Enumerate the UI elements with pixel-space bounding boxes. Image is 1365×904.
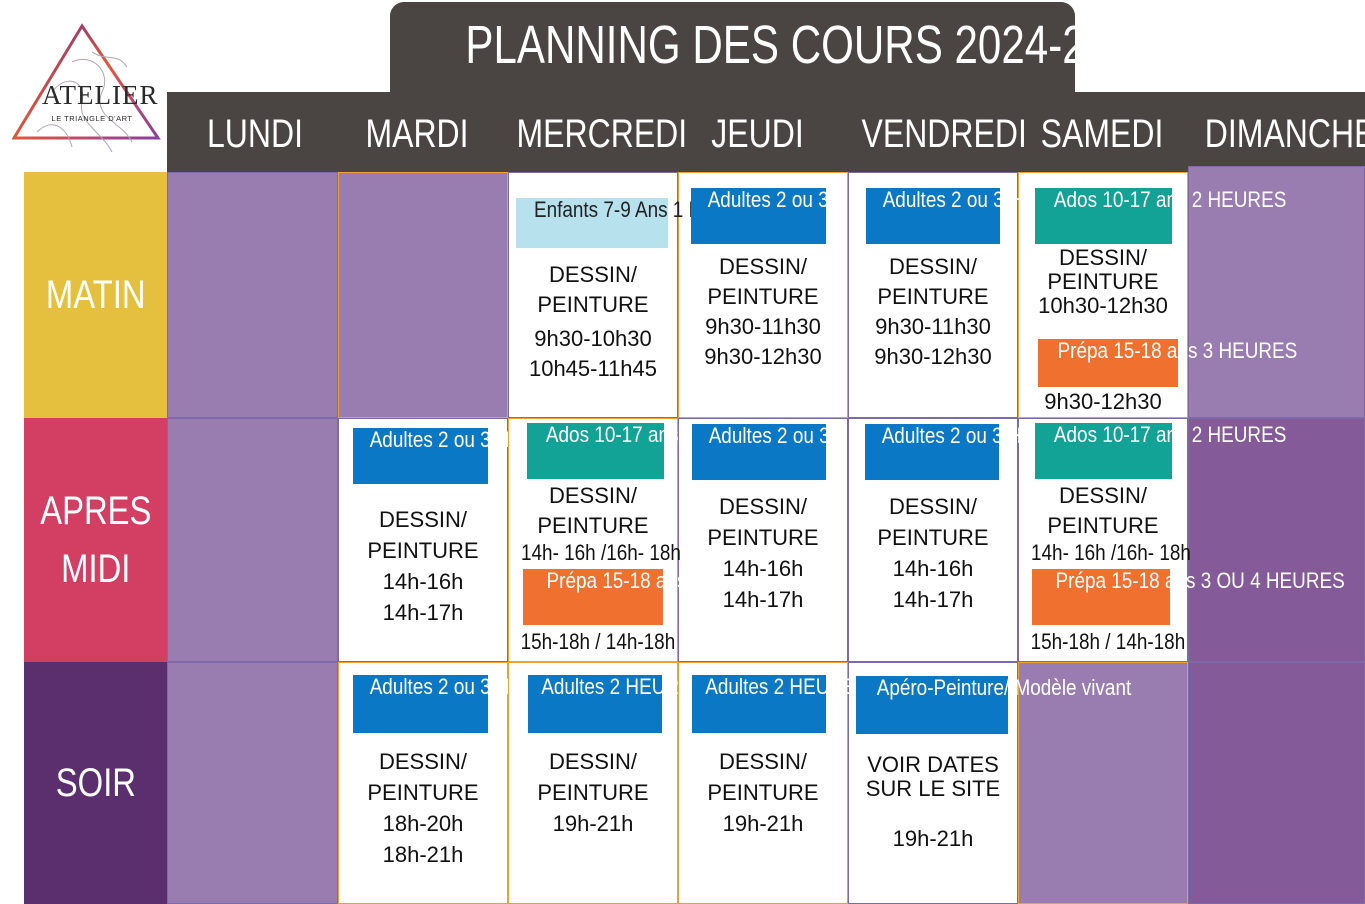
course-details: DESSIN/PEINTURE 14h- 16h /16h- 18h xyxy=(521,483,681,565)
course-details: VOIR DATES SUR LE SITE xyxy=(865,752,1001,801)
day-samedi: SAMEDI xyxy=(1040,112,1164,156)
day-header-bar: LUNDI MARDI MERCREDI JEUDI VENDREDI SAME… xyxy=(167,92,1365,172)
course-details: DESSIN/PEINTURE 14h- 16h /16h- 18h xyxy=(1031,483,1191,565)
course-tag-adultes: Adultes 2 HEURES xyxy=(528,675,704,733)
cell-dimanche-aprem-closed xyxy=(1188,418,1365,662)
course-details: DESSIN/PEINTURE 9h30-11h30 9h30-12h30 xyxy=(704,254,822,369)
day-jeudi: JEUDI xyxy=(711,112,804,156)
cell-dimanche-matin-closed xyxy=(1188,166,1365,418)
day-dimanche: DIMANCHE xyxy=(1204,112,1365,156)
course-tag-adultes: Adultes 2 ou 3 HEURES xyxy=(353,428,575,484)
course-tag-adultes: Adultes 2 HEURES xyxy=(692,675,868,733)
course-tag-prepa: Prépa 15-18 ans 3 OU 4 HEURES xyxy=(1032,569,1345,625)
cell-lundi-matin-closed xyxy=(167,172,338,418)
course-tag-adultes: Adultes 2 ou 3 HEURES xyxy=(353,675,575,733)
cell-lundi-aprem-closed xyxy=(167,418,338,662)
triangle-logo-icon xyxy=(11,23,161,153)
course-tag-ados: Ados 10-17 ans 2 HEURES xyxy=(527,423,778,479)
course-details: DESSIN/PEINTURE 19h-21h xyxy=(537,749,649,836)
cell-lundi-soir-closed xyxy=(167,662,338,904)
logo-subtitle: LE TRIANGLE D'ART xyxy=(51,114,133,123)
course-details: DESSIN/PEINTURE 14h-16h 14h-17h xyxy=(367,507,479,625)
course-tag-ados: Ados 10-17 ans 2 HEURES xyxy=(1035,188,1286,244)
course-tag-adultes: Adultes 2 ou 3 HEURES xyxy=(866,188,1088,244)
course-time: 15h-18h / 14h-18h xyxy=(520,629,676,654)
cell-mardi-matin-closed xyxy=(338,172,508,418)
cell-samedi-soir-closed xyxy=(1018,662,1188,904)
course-details: DESSIN/PEINTURE 10h30-12h30 xyxy=(1038,245,1168,318)
course-tag-prepa: Prépa 15-18 ans 3 OU 4 HEURES xyxy=(523,569,836,625)
title-tab: PLANNING DES COURS 2024-2025 xyxy=(390,2,1156,94)
course-time: 19h-21h xyxy=(892,826,974,851)
row-label-apres-midi: APRES MIDI xyxy=(24,418,167,662)
logo-name: ATELIER xyxy=(42,80,159,110)
course-details: DESSIN/PEINTURE 14h-16h 14h-17h xyxy=(877,494,989,612)
row-label-matin: MATIN xyxy=(24,172,167,418)
course-tag-enfants: Enfants 7-9 Ans 1 HEURE xyxy=(516,198,755,248)
course-tag-apero-peinture: Apéro-Peinture/ Modèle vivant xyxy=(856,676,1131,734)
day-lundi: LUNDI xyxy=(206,112,304,156)
course-tag-prepa: Prépa 15-18 ans 3 HEURES xyxy=(1038,339,1297,387)
course-details: DESSIN/PEINTURE 9h30-10h30 10h45-11h45 xyxy=(528,262,658,381)
day-mercredi: MERCREDI xyxy=(516,112,688,156)
course-details: DESSIN/PEINTURE 9h30-11h30 9h30-12h30 xyxy=(874,254,992,369)
page-title: PLANNING DES COURS 2024-2025 xyxy=(465,15,1156,75)
day-mardi: MARDI xyxy=(365,112,469,156)
day-vendredi: VENDREDI xyxy=(861,112,1027,156)
course-tag-adultes: Adultes 2 ou 3 HEURES xyxy=(692,424,914,480)
course-time: 9h30-12h30 xyxy=(1044,389,1162,414)
course-details: DESSIN/PEINTURE 18h-20h 18h-21h xyxy=(367,749,479,867)
row-label-soir: SOIR xyxy=(24,662,167,904)
course-tag-adultes: Adultes 2 ou 3 HEURES xyxy=(691,188,913,244)
course-details: DESSIN/PEINTURE 14h-16h 14h-17h xyxy=(707,494,819,612)
course-details: DESSIN/PEINTURE 19h-21h xyxy=(707,749,819,836)
cell-dimanche-soir-closed xyxy=(1188,662,1365,904)
course-time: 15h-18h / 14h-18h xyxy=(1030,629,1186,654)
course-tag-ados: Ados 10-17 ans 2 HEURES xyxy=(1035,423,1286,479)
course-tag-adultes: Adultes 2 ou 3 HEURES xyxy=(865,424,1087,480)
logo: ATELIER LE TRIANGLE D'ART xyxy=(11,22,162,168)
